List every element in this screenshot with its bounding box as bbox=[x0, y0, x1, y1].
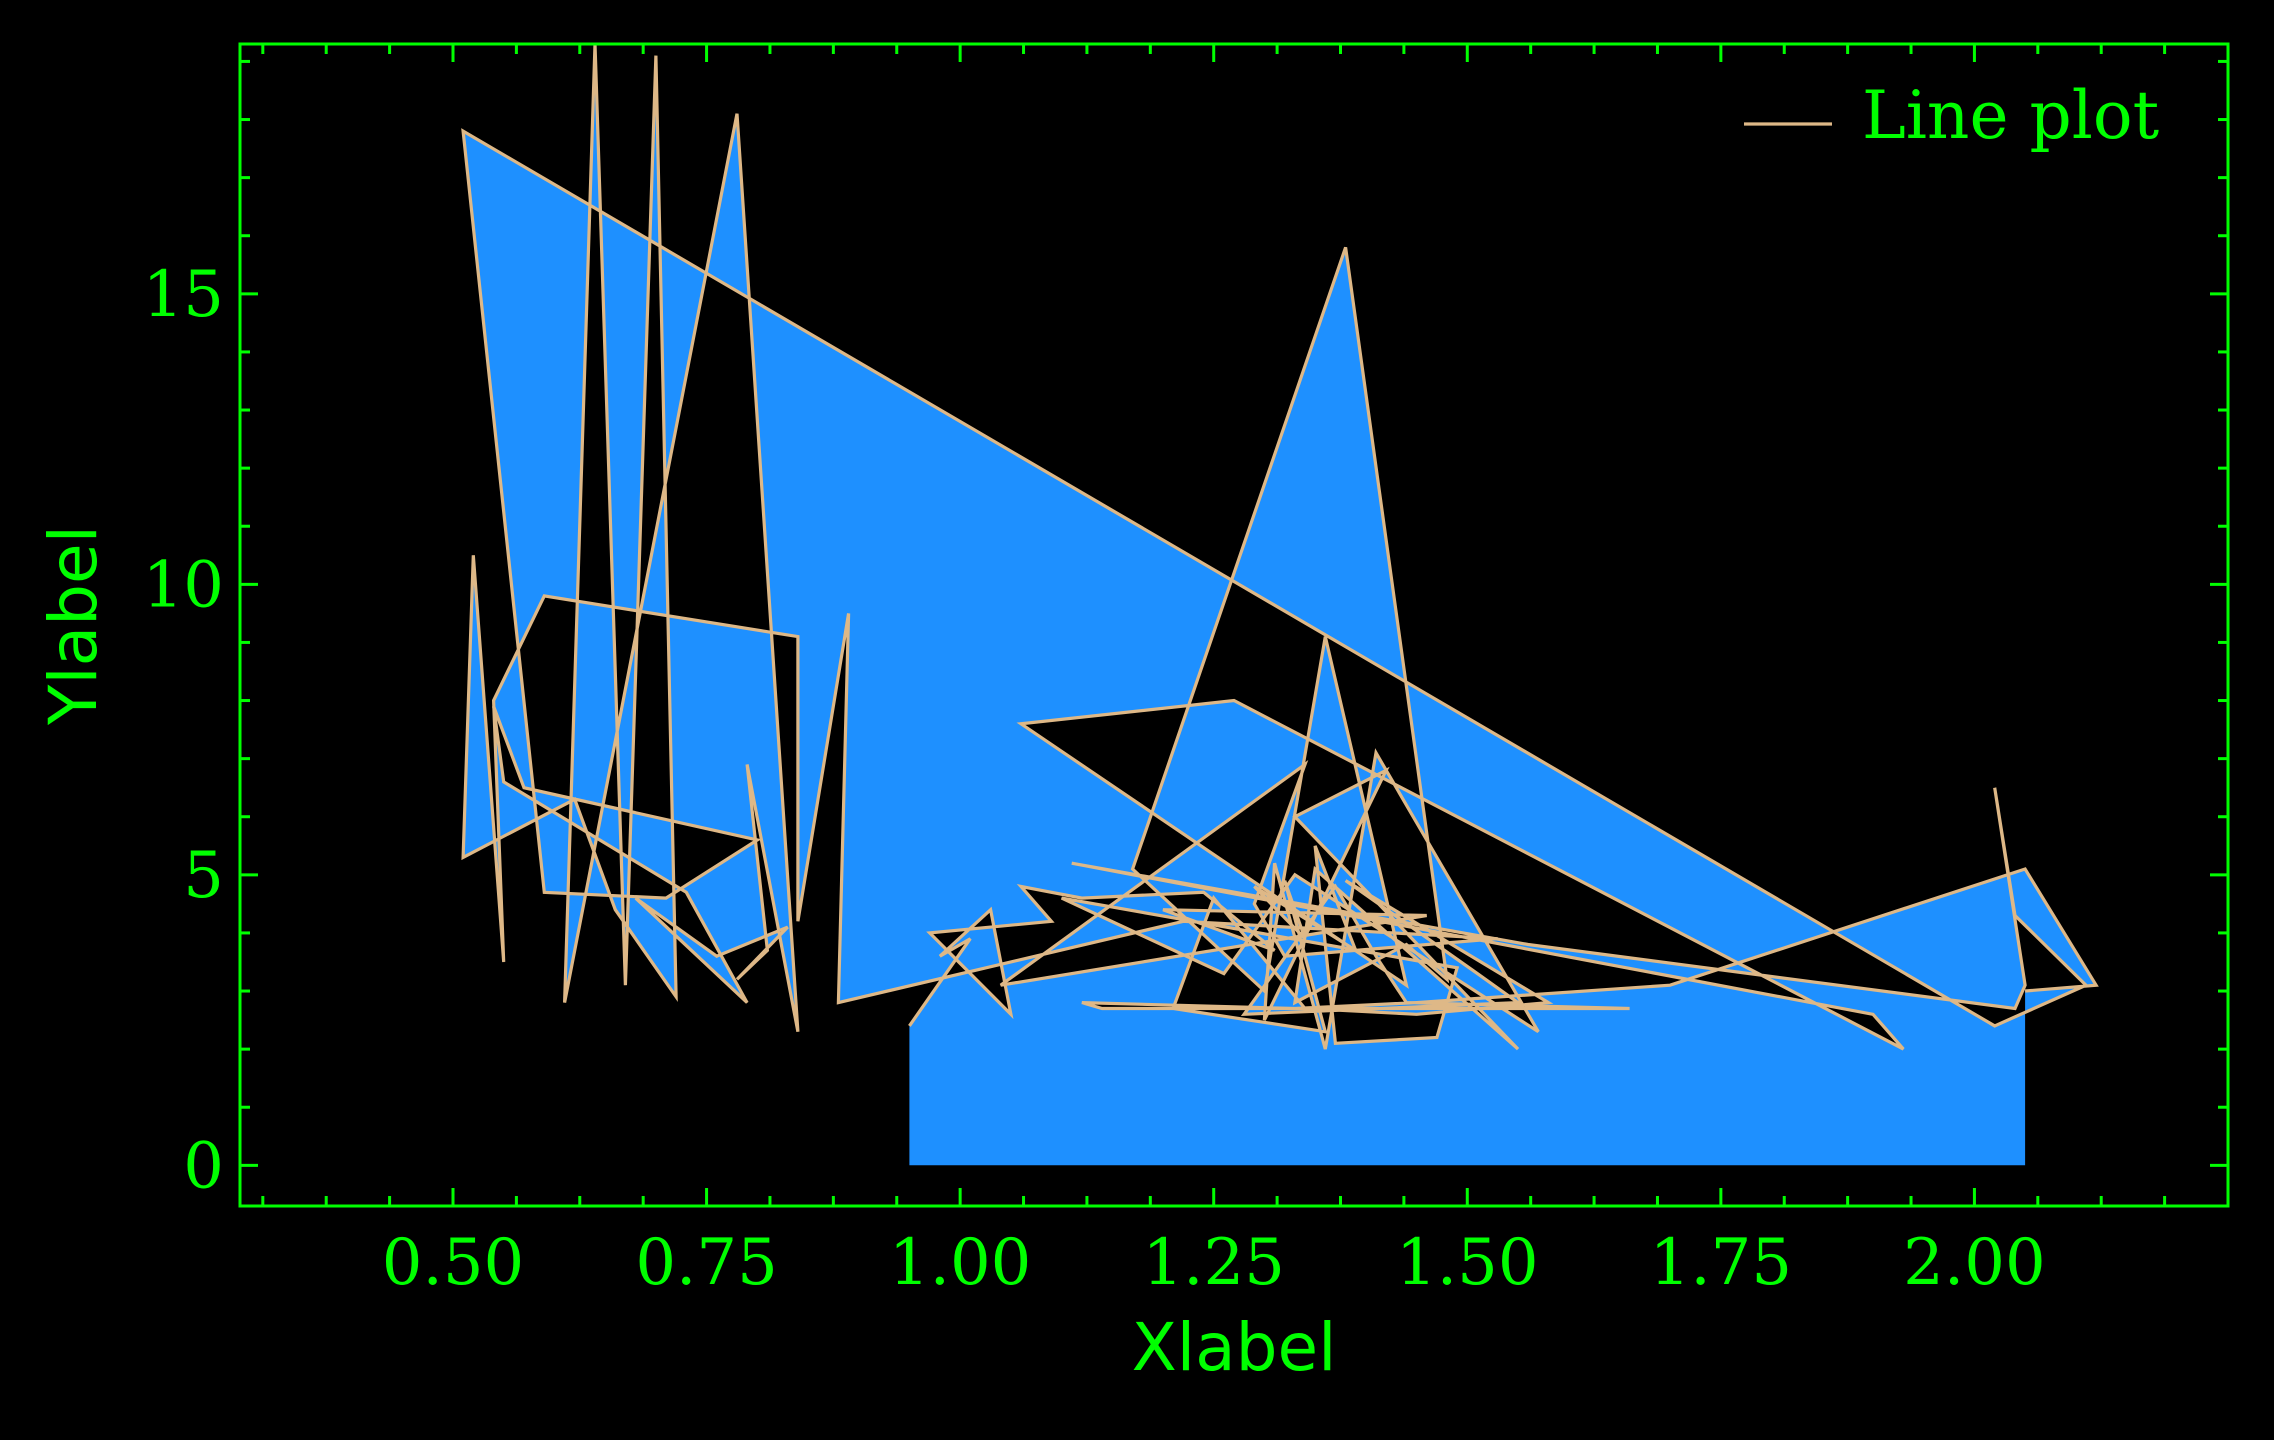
x-tick-label: 1.00 bbox=[889, 1226, 1032, 1300]
x-tick-label: 1.75 bbox=[1650, 1226, 1793, 1300]
x-tick-label: 0.50 bbox=[382, 1226, 525, 1300]
legend-entry-label: Line plot bbox=[1862, 77, 2159, 154]
y-axis-label: Ylabel bbox=[35, 525, 112, 726]
x-tick-label: 0.75 bbox=[635, 1226, 778, 1300]
y-tick-label: 15 bbox=[143, 258, 224, 332]
y-tick-label: 10 bbox=[143, 548, 224, 622]
series-line bbox=[461, 44, 2099, 1051]
axes-frame bbox=[238, 42, 2230, 1208]
x-tick-label: 2.00 bbox=[1903, 1226, 2046, 1300]
x-tick-label: 1.25 bbox=[1142, 1226, 1285, 1300]
series-group bbox=[461, 44, 2099, 1166]
series-fill-area bbox=[463, 44, 2097, 1166]
x-tick-label: 1.50 bbox=[1396, 1226, 1539, 1300]
plot-area bbox=[461, 44, 2099, 1166]
x-axis-label: Xlabel bbox=[1132, 1309, 1337, 1386]
axes: 0.50 0.75 1.00 1.25 1.50 1.75 2.00 0 5 10 15 bbox=[143, 42, 2230, 1300]
legend: Line plot bbox=[1744, 77, 2159, 154]
y-tick-label: 5 bbox=[183, 839, 224, 913]
y-tick-label: 0 bbox=[183, 1129, 224, 1203]
